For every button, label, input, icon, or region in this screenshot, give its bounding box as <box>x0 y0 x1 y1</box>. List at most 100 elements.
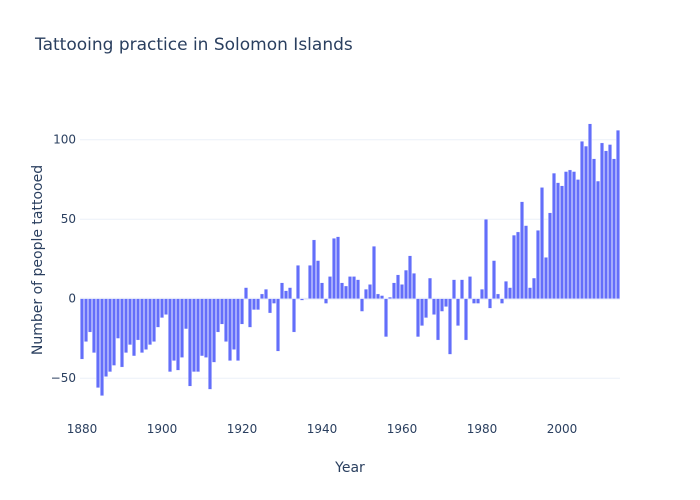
bar[interactable] <box>184 298 188 330</box>
bar[interactable] <box>408 255 412 299</box>
bar[interactable] <box>196 298 200 372</box>
bar[interactable] <box>464 298 468 341</box>
bar[interactable] <box>84 298 88 342</box>
bar[interactable] <box>236 298 240 361</box>
bar[interactable] <box>508 287 512 299</box>
bar[interactable] <box>252 298 256 310</box>
bar[interactable] <box>448 298 452 355</box>
bar[interactable] <box>532 277 536 299</box>
bar[interactable] <box>444 298 448 307</box>
bar[interactable] <box>580 141 584 299</box>
bar[interactable] <box>556 182 560 299</box>
bar[interactable] <box>308 265 312 299</box>
bar[interactable] <box>180 298 184 358</box>
bar[interactable] <box>456 298 460 326</box>
bar[interactable] <box>468 276 472 299</box>
bar[interactable] <box>500 298 504 304</box>
bar[interactable] <box>608 144 612 299</box>
bar[interactable] <box>304 298 308 300</box>
bar[interactable] <box>476 298 480 304</box>
bar[interactable] <box>124 298 128 353</box>
bar[interactable] <box>332 238 336 299</box>
bar[interactable] <box>156 298 160 328</box>
bar[interactable] <box>128 298 132 345</box>
bar[interactable] <box>288 287 292 299</box>
bar[interactable] <box>376 293 380 299</box>
bar[interactable] <box>364 289 368 299</box>
bar[interactable] <box>96 298 100 388</box>
bar[interactable] <box>600 142 604 299</box>
bar[interactable] <box>612 158 616 299</box>
bar[interactable] <box>544 257 548 299</box>
bar[interactable] <box>152 298 156 342</box>
bar[interactable] <box>440 298 444 312</box>
bar[interactable] <box>412 273 416 299</box>
bar[interactable] <box>588 123 592 299</box>
bar[interactable] <box>140 298 144 353</box>
bar[interactable] <box>144 298 148 350</box>
bar[interactable] <box>496 293 500 299</box>
bar[interactable] <box>432 298 436 315</box>
bar[interactable] <box>404 269 408 299</box>
bar[interactable] <box>328 276 332 299</box>
bar[interactable] <box>240 298 244 325</box>
bar[interactable] <box>356 279 360 299</box>
bar[interactable] <box>604 150 608 299</box>
bar[interactable] <box>292 298 296 333</box>
bar[interactable] <box>540 187 544 299</box>
bar[interactable] <box>160 298 164 318</box>
bar[interactable] <box>300 298 304 301</box>
bar[interactable] <box>460 279 464 299</box>
bar[interactable] <box>536 230 540 299</box>
bar[interactable] <box>576 179 580 299</box>
bar[interactable] <box>344 285 348 299</box>
bar[interactable] <box>380 295 384 299</box>
bar[interactable] <box>564 171 568 299</box>
bar[interactable] <box>452 279 456 299</box>
bar[interactable] <box>208 298 212 390</box>
bar[interactable] <box>264 289 268 299</box>
bar[interactable] <box>384 298 388 338</box>
bar[interactable] <box>88 298 92 333</box>
bar[interactable] <box>80 298 84 360</box>
bar[interactable] <box>360 298 364 312</box>
bar[interactable] <box>216 298 220 333</box>
bar[interactable] <box>428 277 432 299</box>
bar[interactable] <box>148 298 152 345</box>
bar[interactable] <box>568 169 572 299</box>
bar[interactable] <box>616 130 620 299</box>
bar[interactable] <box>100 298 104 396</box>
bar[interactable] <box>176 298 180 371</box>
bar[interactable] <box>484 219 488 299</box>
bar[interactable] <box>188 298 192 387</box>
bar[interactable] <box>168 298 172 372</box>
bar[interactable] <box>232 298 236 350</box>
bar[interactable] <box>284 290 288 299</box>
bar[interactable] <box>312 239 316 299</box>
bar[interactable] <box>108 298 112 372</box>
bar[interactable] <box>212 298 216 363</box>
bar[interactable] <box>324 298 328 304</box>
bar[interactable] <box>204 298 208 358</box>
bar[interactable] <box>424 298 428 318</box>
bar[interactable] <box>372 246 376 299</box>
bar[interactable] <box>172 298 176 361</box>
bar[interactable] <box>524 225 528 299</box>
bar[interactable] <box>104 298 108 377</box>
bar[interactable] <box>512 234 516 299</box>
bar[interactable] <box>520 201 524 299</box>
bar[interactable] <box>472 298 476 304</box>
bar[interactable] <box>504 281 508 299</box>
bar[interactable] <box>480 289 484 299</box>
bar[interactable] <box>112 298 116 366</box>
bar[interactable] <box>560 185 564 299</box>
bar[interactable] <box>436 298 440 341</box>
bar[interactable] <box>336 236 340 299</box>
bar[interactable] <box>268 298 272 314</box>
bar[interactable] <box>256 298 260 310</box>
bar[interactable] <box>92 298 96 353</box>
bar[interactable] <box>552 172 556 299</box>
bar[interactable] <box>592 158 596 299</box>
bar[interactable] <box>340 282 344 299</box>
bar[interactable] <box>528 287 532 299</box>
